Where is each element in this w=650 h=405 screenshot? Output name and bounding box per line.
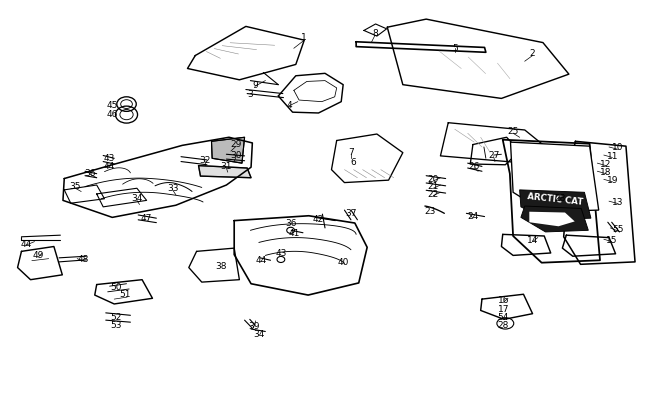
Text: 44: 44 <box>256 255 267 264</box>
Text: 14: 14 <box>527 235 538 244</box>
Text: 54: 54 <box>498 312 509 321</box>
Text: 44: 44 <box>104 162 115 171</box>
Text: 4: 4 <box>287 100 292 109</box>
Text: 7: 7 <box>348 148 354 157</box>
Text: 31: 31 <box>220 162 232 171</box>
Text: 13: 13 <box>612 197 624 206</box>
Polygon shape <box>529 212 575 227</box>
Text: 17: 17 <box>498 304 509 313</box>
Text: 25: 25 <box>508 127 519 136</box>
Text: 41: 41 <box>289 229 300 238</box>
Text: 21: 21 <box>428 182 439 191</box>
Text: 38: 38 <box>215 261 227 270</box>
Text: 18: 18 <box>600 167 612 176</box>
Text: 44: 44 <box>21 239 32 248</box>
Text: 10: 10 <box>612 143 624 152</box>
Text: 11: 11 <box>606 151 618 160</box>
Text: 51: 51 <box>120 289 131 298</box>
Text: 37: 37 <box>345 209 357 217</box>
Text: 33: 33 <box>167 183 178 192</box>
Text: 3: 3 <box>248 90 254 99</box>
Text: 16: 16 <box>498 296 509 305</box>
Text: 55: 55 <box>612 225 624 234</box>
Text: 47: 47 <box>141 213 152 222</box>
Text: 48: 48 <box>78 254 90 264</box>
Text: 6: 6 <box>350 158 356 166</box>
Text: 29: 29 <box>231 140 242 149</box>
Text: 30: 30 <box>230 150 242 159</box>
Text: 26: 26 <box>469 162 480 171</box>
Text: 28: 28 <box>498 320 509 329</box>
Text: 35: 35 <box>70 182 81 191</box>
Text: 32: 32 <box>200 155 211 164</box>
Text: 43: 43 <box>275 249 287 258</box>
Polygon shape <box>198 166 251 178</box>
Text: 42: 42 <box>313 214 324 223</box>
Text: 52: 52 <box>111 312 122 321</box>
Polygon shape <box>211 138 244 164</box>
Text: 28: 28 <box>554 193 566 202</box>
Text: 9: 9 <box>252 81 258 90</box>
Polygon shape <box>519 190 591 220</box>
Text: 36: 36 <box>84 168 96 177</box>
Text: ARCTIC CAT: ARCTIC CAT <box>527 191 584 206</box>
Text: 45: 45 <box>107 101 118 110</box>
Text: 23: 23 <box>424 206 436 215</box>
Text: 8: 8 <box>372 29 378 38</box>
Text: 49: 49 <box>32 250 44 260</box>
Text: 36: 36 <box>285 218 296 227</box>
Text: 1: 1 <box>302 33 307 42</box>
Text: 46: 46 <box>107 110 118 119</box>
Text: 27: 27 <box>488 150 499 159</box>
Text: 5: 5 <box>452 44 458 53</box>
Text: 20: 20 <box>428 175 439 183</box>
Text: 2: 2 <box>530 49 536 58</box>
Text: 40: 40 <box>337 257 349 266</box>
Text: 12: 12 <box>600 159 612 168</box>
Polygon shape <box>510 143 599 212</box>
Polygon shape <box>521 207 588 232</box>
Text: 19: 19 <box>606 175 618 184</box>
Text: 15: 15 <box>606 235 618 244</box>
Text: 34: 34 <box>253 329 265 338</box>
Text: 43: 43 <box>104 153 115 162</box>
Text: 34: 34 <box>131 194 142 203</box>
Text: 53: 53 <box>111 320 122 329</box>
Text: 39: 39 <box>248 321 259 330</box>
Text: 22: 22 <box>428 189 439 198</box>
Text: 50: 50 <box>111 282 122 291</box>
Text: 24: 24 <box>467 212 478 221</box>
